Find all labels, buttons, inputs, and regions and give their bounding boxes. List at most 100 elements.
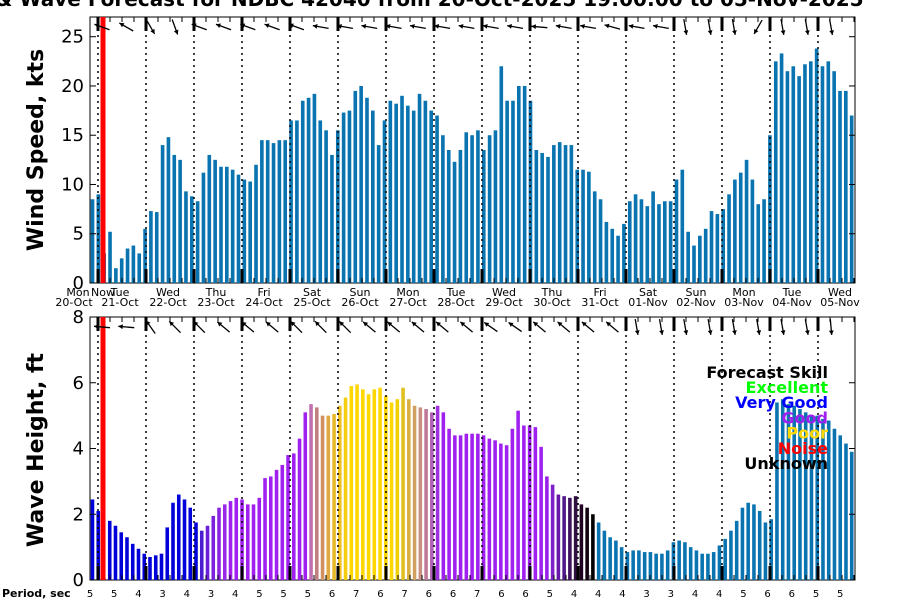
wind-bar [651, 191, 655, 283]
wind-bar [388, 100, 393, 284]
wave-bar [217, 507, 221, 580]
period-tick-label: 5 [87, 589, 93, 600]
period-tick-label: 5 [547, 589, 553, 600]
day-date-label: 28-Oct [437, 296, 475, 309]
wave-bar [464, 433, 469, 580]
wind-bar [242, 179, 247, 283]
wind-bar [849, 115, 854, 284]
wind-speed-panel: 0510152025Mon20-OctTue21-OctWed22-OctThu… [55, 16, 860, 309]
wind-bar [125, 248, 130, 283]
wind-ytick-label: 25 [61, 27, 84, 48]
direction-arrow [362, 321, 376, 333]
period-tick-label: 6 [522, 589, 528, 600]
day-name-label: Thu [205, 286, 227, 299]
wind-bar [178, 159, 182, 283]
wind-bar [785, 71, 790, 283]
period-tick-label: 4 [692, 589, 698, 600]
wave-bar [176, 494, 181, 580]
wind-bar [738, 172, 743, 283]
direction-arrow [312, 24, 329, 30]
wave-bar [234, 497, 239, 580]
wave-bar [470, 433, 474, 580]
direction-arrow [580, 24, 596, 30]
period-tick-label: 4 [135, 589, 141, 600]
day-date-label: 29-Oct [485, 296, 523, 309]
now-label: Now [91, 286, 115, 299]
wave-bar [113, 525, 118, 580]
direction-arrow [93, 324, 111, 330]
wind-bar [143, 228, 147, 283]
direction-arrow-head [94, 324, 99, 330]
wind-bar [114, 268, 118, 283]
wave-bar [786, 404, 791, 580]
direction-arrow [483, 321, 498, 333]
wind-bar [540, 152, 544, 283]
wind-bar [627, 201, 632, 283]
wind-bar [341, 112, 346, 283]
direction-arrow [337, 24, 353, 30]
wave-bar [533, 427, 538, 580]
direction-arrow [288, 23, 305, 31]
wave-bar [211, 515, 216, 580]
wave-bar [516, 410, 520, 580]
wave-bar [660, 553, 664, 580]
wave-bar [228, 501, 233, 580]
wave-bar [591, 514, 595, 580]
wave-bar [119, 532, 124, 580]
direction-arrow-head [385, 24, 391, 29]
wave-bar [142, 553, 147, 580]
direction-arrow-head [411, 321, 417, 327]
wave-bar [297, 438, 302, 580]
direction-arrow-head [337, 24, 342, 29]
wind-bar [703, 228, 708, 283]
direction-arrow [634, 319, 640, 335]
wind-bar [470, 135, 474, 283]
wave-bar [585, 507, 589, 580]
direction-arrow [264, 23, 280, 31]
period-tick-label: 4 [716, 589, 722, 600]
wave-bar [269, 476, 273, 580]
wind-bar [324, 130, 328, 283]
direction-arrow-head [169, 321, 174, 327]
wind-bar [225, 166, 229, 283]
wind-bar [814, 48, 819, 283]
wave-bar [832, 428, 837, 580]
direction-arrow-head [780, 330, 786, 335]
direction-arrow-head [754, 28, 759, 34]
wind-bar [534, 150, 539, 283]
wind-bar [429, 110, 434, 283]
wave-bar [683, 542, 687, 580]
wave-bar [803, 412, 808, 580]
wind-bar [289, 120, 293, 283]
day-name-label: Tue [782, 286, 802, 299]
wind-bar [306, 97, 311, 283]
wind-bar [686, 231, 690, 283]
direction-arrow-head [828, 330, 834, 335]
direction-arrow [604, 23, 621, 30]
wave-bar [435, 405, 440, 580]
day-date-label: 26-Oct [341, 296, 379, 309]
wind-bar [154, 212, 159, 283]
wave-ytick-label: 0 [73, 570, 84, 591]
period-tick-label: 3 [159, 589, 165, 600]
wave-bar [107, 520, 112, 580]
wave-ytick-label: 8 [73, 307, 84, 328]
wave-bar [826, 420, 831, 580]
wind-bar [347, 110, 352, 283]
direction-arrow-head [482, 24, 488, 29]
wind-bar [604, 221, 609, 283]
wave-bar [148, 556, 152, 580]
wind-bar [318, 120, 323, 283]
wind-bar [557, 142, 562, 283]
wind-bar [260, 140, 264, 283]
wind-speed-ylabel: Wind Speed, kts [24, 49, 49, 251]
wind-bar [423, 100, 428, 284]
direction-arrow-head [683, 330, 689, 335]
direction-arrow-head [533, 321, 539, 327]
wave-bar [447, 428, 451, 580]
wave-bar [579, 504, 584, 580]
wind-bar [522, 85, 527, 284]
wave-bar [619, 547, 624, 581]
day-name-label: Mon [396, 286, 419, 299]
wave-bar [746, 502, 750, 580]
